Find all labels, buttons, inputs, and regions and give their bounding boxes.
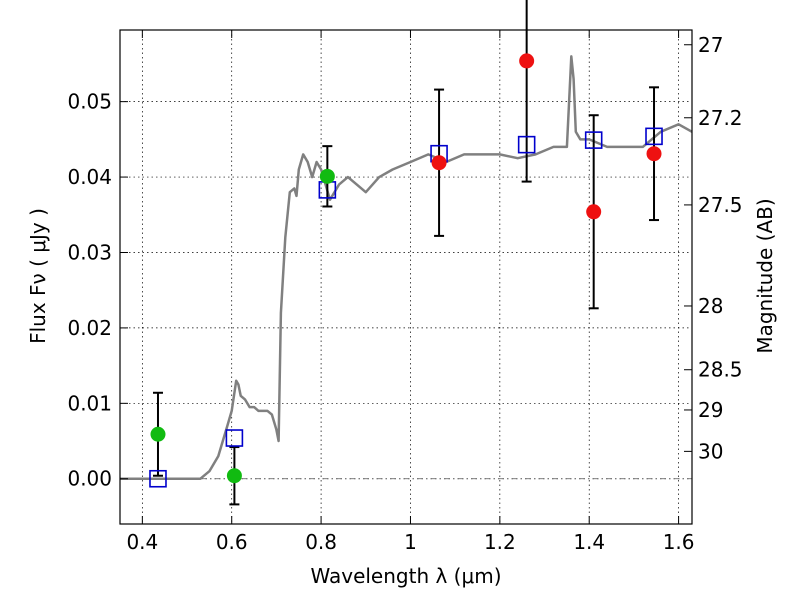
plot-frame (119, 29, 693, 525)
y2-tick-label: 27.5 (698, 193, 743, 217)
x-tick-label: 0.4 (126, 530, 158, 554)
grid-layer (120, 30, 692, 524)
sed-model-line (120, 55, 693, 480)
data-point-layer (149, 53, 663, 488)
y2-tick-label: 27 (698, 33, 723, 57)
model-flux-box (517, 135, 536, 154)
tick-label-layer: 0.4 0.6 0.8 1 1.2 1.4 1.6 0.00 0.01 0.02 0.03 0.04 0… (67, 33, 742, 554)
x-tick-label: 1 (404, 530, 417, 554)
x-tick-label: 1.4 (573, 530, 605, 554)
observed-point-green (319, 168, 335, 184)
x-tick-label: 1.2 (484, 530, 516, 554)
observed-point-red (586, 204, 602, 220)
y2-tick-label: 30 (698, 439, 723, 463)
observed-point-red (519, 53, 535, 69)
y-tick-label: 0.01 (67, 391, 112, 415)
y-axis-title: Flux Fν ( μJy ) (26, 208, 50, 344)
x-tick-label: 0.8 (305, 530, 337, 554)
model-flux-box (149, 469, 167, 488)
y-tick-label: 0.00 (67, 467, 112, 491)
x-tick-label: 0.6 (216, 530, 248, 554)
x-axis-title: Wavelength λ (μm) (310, 564, 501, 588)
y2-axis-title: Magnitude (AB) (753, 198, 777, 353)
x-tick-label: 1.6 (663, 530, 695, 554)
y2-tick-label: 28.5 (698, 358, 743, 382)
observed-point-red (431, 155, 447, 171)
y-tick-label: 0.02 (67, 316, 112, 340)
observed-point-green (226, 468, 242, 484)
y2-tick-label: 28 (698, 294, 723, 318)
observed-point-green (150, 426, 166, 442)
y-tick-label: 0.03 (67, 240, 112, 264)
model-flux-box (225, 429, 244, 447)
model-flux-box (584, 131, 603, 149)
y2-tick-label: 29 (698, 398, 723, 422)
model-flux-box (645, 127, 663, 146)
tick-layer (120, 30, 692, 524)
y-tick-label: 0.04 (67, 165, 112, 189)
y-tick-label: 0.05 (67, 90, 112, 114)
y2-tick-label: 27.2 (698, 106, 743, 130)
sed-line-layer (120, 55, 693, 480)
observed-point-red (646, 146, 662, 162)
